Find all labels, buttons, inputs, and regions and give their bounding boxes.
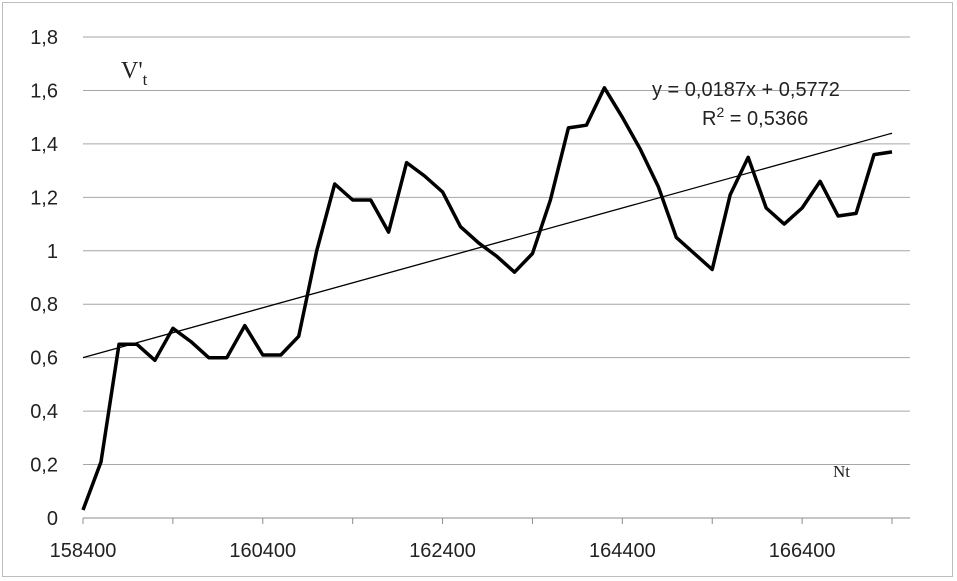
x-axis [82,517,910,524]
trendline-r-squared: R2 = 0,5366 [702,104,808,130]
y-tick-label: 1,6 [30,80,58,102]
y-tick-label: 1,4 [30,134,58,156]
y-tick-label: 0,2 [30,455,58,477]
y-tick-label: 0,6 [30,348,58,370]
y-tick-label: 0,8 [30,294,58,316]
trend-line [82,132,893,359]
y-tick-label: 0 [47,508,58,530]
y-tick-label: 1,2 [30,187,58,209]
x-axis-tick-labels: 158400 160400 162400 164400 166400 [50,540,836,562]
x-tick-label: 158400 [50,540,117,562]
y-axis-label-subscript: t [143,70,148,89]
x-tick-label: 166400 [769,540,836,562]
x-axis-label: Nt [833,462,850,481]
series-line [81,86,893,511]
x-tick-label: 160400 [229,540,296,562]
y-tick-label: 1 [47,241,58,263]
x-tick-label: 162400 [409,540,476,562]
x-tick-label: 164400 [589,540,656,562]
y-axis-label: V' [121,58,143,84]
y-tick-label: 0,4 [30,401,58,423]
plot-area [81,86,893,511]
svg-text:V't: V't [121,58,148,89]
y-tick-label: 1,8 [30,27,58,49]
trendline-equation: y = 0,0187x + 0,5772 [652,79,840,101]
y-axis-tick-labels: 0 0,2 0,4 0,6 0,8 1 1,2 1,4 1,6 1,8 [30,27,58,530]
